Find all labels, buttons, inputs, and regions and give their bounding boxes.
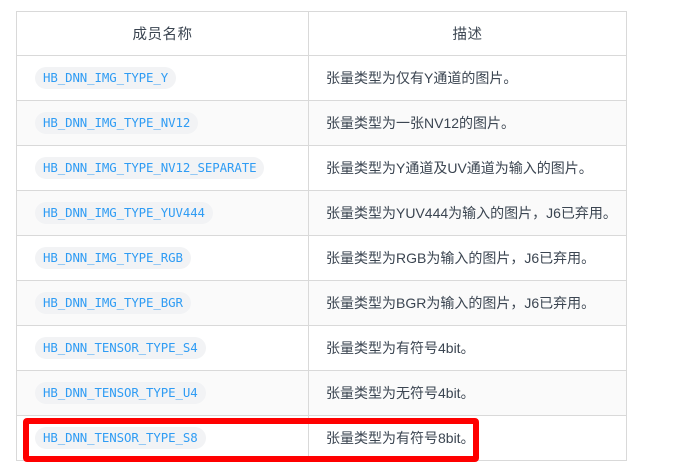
member-name-cell: HB_DNN_IMG_TYPE_Y <box>16 55 309 101</box>
member-name-cell: HB_DNN_IMG_TYPE_BGR <box>16 280 309 326</box>
member-types-table: 成员名称 描述 HB_DNN_IMG_TYPE_Y 张量类型为仅有Y通道的图片。 H… <box>16 11 627 461</box>
member-name-cell: HB_DNN_TENSOR_TYPE_U4 <box>16 370 309 416</box>
table-row: HB_DNN_TENSOR_TYPE_U4 张量类型为无符号4bit。 <box>16 370 627 416</box>
member-name-cell: HB_DNN_IMG_TYPE_YUV444 <box>16 190 309 236</box>
table-row: HB_DNN_TENSOR_TYPE_S4 张量类型为有符号4bit。 <box>16 325 627 371</box>
member-name-cell: HB_DNN_IMG_TYPE_NV12 <box>16 100 309 146</box>
description-cell: 张量类型为有符号4bit。 <box>308 325 627 371</box>
member-name-cell: HB_DNN_TENSOR_TYPE_S4 <box>16 325 309 371</box>
member-name-code[interactable]: HB_DNN_TENSOR_TYPE_S4 <box>35 336 206 360</box>
description-cell: 张量类型为仅有Y通道的图片。 <box>308 55 627 101</box>
table-row: HB_DNN_IMG_TYPE_NV12 张量类型为一张NV12的图片。 <box>16 100 627 146</box>
description-cell: 张量类型为无符号4bit。 <box>308 370 627 416</box>
table-row: HB_DNN_TENSOR_TYPE_S8 张量类型为有符号8bit。 <box>16 415 627 461</box>
member-name-code[interactable]: HB_DNN_TENSOR_TYPE_S8 <box>35 426 206 450</box>
column-header-member-name: 成员名称 <box>16 11 309 56</box>
description-cell: 张量类型为RGB为输入的图片，J6已弃用。 <box>308 235 627 281</box>
member-name-cell: HB_DNN_IMG_TYPE_NV12_SEPARATE <box>16 145 309 191</box>
member-name-cell: HB_DNN_IMG_TYPE_RGB <box>16 235 309 281</box>
table-header: 成员名称 描述 <box>16 11 627 56</box>
description-cell: 张量类型为Y通道及UV通道为输入的图片。 <box>308 145 627 191</box>
member-name-code[interactable]: HB_DNN_TENSOR_TYPE_U4 <box>35 381 206 405</box>
member-name-code[interactable]: HB_DNN_IMG_TYPE_RGB <box>35 246 191 270</box>
table-row: HB_DNN_IMG_TYPE_Y 张量类型为仅有Y通道的图片。 <box>16 55 627 101</box>
table-row: HB_DNN_IMG_TYPE_RGB 张量类型为RGB为输入的图片，J6已弃用。 <box>16 235 627 281</box>
description-cell: 张量类型为YUV444为输入的图片，J6已弃用。 <box>308 190 627 236</box>
member-name-code[interactable]: HB_DNN_IMG_TYPE_YUV444 <box>35 201 213 225</box>
table-header-row: 成员名称 描述 <box>16 11 627 56</box>
member-name-code[interactable]: HB_DNN_IMG_TYPE_Y <box>35 66 177 90</box>
table-row: HB_DNN_IMG_TYPE_NV12_SEPARATE 张量类型为Y通道及UV… <box>16 145 627 191</box>
member-name-cell: HB_DNN_TENSOR_TYPE_S8 <box>16 415 309 461</box>
table-row: HB_DNN_IMG_TYPE_BGR 张量类型为BGR为输入的图片，J6已弃用。 <box>16 280 627 326</box>
description-cell: 张量类型为BGR为输入的图片，J6已弃用。 <box>308 280 627 326</box>
member-name-code[interactable]: HB_DNN_IMG_TYPE_BGR <box>35 291 191 315</box>
table-body: HB_DNN_IMG_TYPE_Y 张量类型为仅有Y通道的图片。 HB_DNN_IM… <box>16 55 627 461</box>
description-cell: 张量类型为一张NV12的图片。 <box>308 100 627 146</box>
member-name-code[interactable]: HB_DNN_IMG_TYPE_NV12 <box>35 111 199 135</box>
member-name-code[interactable]: HB_DNN_IMG_TYPE_NV12_SEPARATE <box>35 156 265 180</box>
description-cell: 张量类型为有符号8bit。 <box>308 415 627 461</box>
column-header-description: 描述 <box>308 11 627 56</box>
table-row: HB_DNN_IMG_TYPE_YUV444 张量类型为YUV444为输入的图片，… <box>16 190 627 236</box>
